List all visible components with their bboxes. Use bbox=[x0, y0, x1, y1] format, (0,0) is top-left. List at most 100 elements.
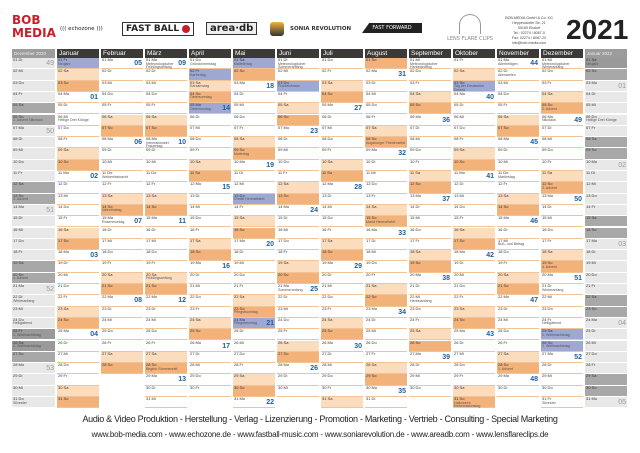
day-cell[interactable]: 05 Mi bbox=[233, 103, 275, 115]
day-cell[interactable]: 13 Mo 37 bbox=[409, 193, 451, 205]
day-cell[interactable]: 03 Sa Karsamstag bbox=[189, 80, 231, 92]
day-cell[interactable]: 23 Do bbox=[541, 306, 583, 318]
day-cell[interactable]: 22 Mo 12 bbox=[145, 295, 187, 307]
day-cell[interactable]: 05 So 2. Advent bbox=[541, 103, 583, 115]
day-cell[interactable]: 20 Sa Frühlingsanfang bbox=[145, 272, 187, 284]
day-cell[interactable]: 28 So bbox=[101, 363, 143, 375]
day-cell[interactable]: 06 Mi Heilige Drei Könige bbox=[57, 114, 99, 126]
day-cell[interactable]: 19 So bbox=[409, 261, 451, 273]
day-cell[interactable]: 29 Mo 13 bbox=[145, 374, 187, 386]
day-cell[interactable]: 20 Di bbox=[321, 272, 363, 284]
day-cell[interactable]: 04 Di bbox=[585, 91, 627, 104]
day-cell[interactable]: 26 Mi bbox=[585, 340, 627, 352]
day-cell[interactable]: 22 Mo 47 bbox=[497, 295, 539, 307]
day-cell[interactable]: 02 Mi bbox=[12, 69, 55, 81]
day-cell[interactable]: 16 Di bbox=[497, 227, 539, 239]
day-cell[interactable]: 11 So bbox=[321, 170, 363, 183]
day-cell[interactable]: 01 Mo Allerheiligen 44 bbox=[497, 57, 539, 70]
day-cell[interactable]: 27 So bbox=[12, 351, 55, 364]
day-cell[interactable]: 10 So bbox=[57, 159, 99, 171]
day-cell[interactable]: 09 Di bbox=[101, 148, 143, 160]
day-cell[interactable]: 19 Fr bbox=[101, 261, 143, 273]
day-cell[interactable]: 08 Mi bbox=[541, 137, 583, 149]
day-cell[interactable]: 13 Sa bbox=[145, 193, 187, 205]
day-cell[interactable]: 08 Do bbox=[189, 137, 231, 149]
day-cell[interactable]: 08 Mo 06 bbox=[101, 137, 143, 149]
day-cell[interactable]: 16 Do bbox=[541, 227, 583, 239]
day-cell[interactable]: 16 Di bbox=[145, 227, 187, 239]
day-cell[interactable]: 19 So 4. Advent bbox=[541, 261, 583, 273]
day-cell[interactable]: 28 Di bbox=[409, 363, 451, 375]
day-cell[interactable]: 27 Do bbox=[233, 351, 275, 364]
day-cell[interactable]: 26 Fr bbox=[497, 340, 539, 352]
day-cell[interactable]: 15 Mo Rosenmontag 07 bbox=[101, 216, 143, 228]
day-cell[interactable]: 27 Sa bbox=[145, 351, 187, 364]
day-cell[interactable]: 10 Mi bbox=[145, 159, 187, 171]
day-cell[interactable]: 09 Do bbox=[541, 148, 583, 160]
day-cell[interactable]: 07 Do bbox=[453, 125, 495, 138]
day-cell[interactable]: 22 Fr bbox=[453, 295, 495, 307]
day-cell[interactable]: 19 Fr bbox=[145, 261, 187, 273]
day-cell[interactable]: 27 Mo 39 bbox=[409, 351, 451, 364]
day-cell[interactable]: 02 Fr bbox=[321, 69, 363, 81]
day-cell[interactable]: 28 Do bbox=[453, 363, 495, 375]
day-cell[interactable]: 06 Di bbox=[321, 114, 363, 126]
day-cell[interactable]: 09 Mi bbox=[277, 148, 319, 160]
day-cell[interactable]: 29 Fr bbox=[453, 374, 495, 386]
day-cell[interactable]: 15 Fr bbox=[57, 216, 99, 228]
day-cell[interactable]: 27 So bbox=[277, 351, 319, 364]
day-cell[interactable]: 27 Sa bbox=[101, 351, 143, 364]
day-cell[interactable]: 02 Sa bbox=[57, 69, 99, 81]
day-cell[interactable]: 10 Fr bbox=[541, 159, 583, 171]
day-cell[interactable]: 14 So bbox=[497, 204, 539, 217]
day-cell[interactable]: 16 Mo 33 bbox=[365, 227, 407, 239]
day-cell[interactable]: 09 Fr bbox=[189, 148, 231, 160]
day-cell[interactable]: 17 Di bbox=[365, 238, 407, 251]
day-cell[interactable]: 11 Fr bbox=[277, 170, 319, 183]
day-cell[interactable]: 08 Mi bbox=[409, 137, 451, 149]
day-cell[interactable]: 04 So bbox=[321, 91, 363, 104]
day-cell[interactable]: 18 Sa bbox=[541, 250, 583, 262]
day-cell[interactable]: 01 Mi Meteorologischer Winteranfang bbox=[541, 57, 583, 70]
day-cell[interactable]: 25 Do bbox=[101, 329, 143, 341]
day-cell[interactable]: 16 Fr bbox=[189, 227, 231, 239]
day-cell[interactable]: 10 Sa bbox=[321, 159, 363, 171]
day-cell[interactable]: 19 Mi bbox=[585, 261, 627, 273]
day-cell[interactable]: 05 Mo Ostermontag 14 bbox=[189, 103, 231, 115]
day-cell[interactable]: 29 Sa bbox=[585, 374, 627, 386]
day-cell[interactable]: 06 Mo Nikolaus 49 bbox=[541, 114, 583, 126]
day-cell[interactable]: 17 Mi Buß- und Bettag bbox=[497, 238, 539, 251]
day-cell[interactable]: 24 Do Heiligabend bbox=[12, 317, 55, 330]
day-cell[interactable]: 19 Mi bbox=[233, 261, 275, 273]
day-cell[interactable]: 12 Mi bbox=[585, 182, 627, 194]
day-cell[interactable]: 18 Do bbox=[497, 250, 539, 262]
day-cell[interactable]: 18 Di bbox=[585, 250, 627, 262]
day-cell[interactable]: 16 Mi bbox=[12, 227, 55, 239]
day-cell[interactable]: 13 Sa bbox=[497, 193, 539, 205]
day-cell[interactable]: 05 Fr bbox=[145, 103, 187, 115]
day-cell[interactable]: 12 Fr bbox=[145, 182, 187, 194]
day-cell[interactable]: 09 So Muttertag bbox=[233, 148, 275, 160]
day-cell[interactable]: 10 Do bbox=[277, 159, 319, 171]
day-cell[interactable]: 16 So bbox=[585, 227, 627, 239]
day-cell[interactable]: 30 Mi bbox=[277, 385, 319, 397]
day-cell[interactable]: 12 Do bbox=[365, 182, 407, 194]
day-cell[interactable]: 06 Mo 36 bbox=[409, 114, 451, 126]
day-cell[interactable]: 27 Fr bbox=[365, 351, 407, 364]
day-cell[interactable]: 20 Fr bbox=[365, 272, 407, 284]
day-cell[interactable]: 31 Di bbox=[365, 396, 407, 409]
day-cell[interactable]: 29 Mo 48 bbox=[497, 374, 539, 386]
day-cell[interactable]: 29 Di bbox=[12, 374, 55, 386]
day-cell[interactable]: 19 Do bbox=[365, 261, 407, 273]
day-cell[interactable]: 17 Do bbox=[277, 238, 319, 251]
day-cell[interactable]: 09 Di bbox=[145, 148, 187, 160]
day-cell[interactable]: 25 Do bbox=[497, 329, 539, 341]
day-cell[interactable]: 18 Fr bbox=[12, 250, 55, 262]
day-cell[interactable]: 21 Fr bbox=[585, 283, 627, 296]
day-cell[interactable]: 04 Mo 01 bbox=[57, 91, 99, 104]
day-cell[interactable]: 29 So bbox=[365, 374, 407, 386]
day-cell[interactable]: 04 Do bbox=[497, 91, 539, 104]
day-cell[interactable]: 28 Di bbox=[541, 363, 583, 375]
day-cell[interactable]: 17 Do bbox=[12, 238, 55, 251]
day-cell[interactable]: 14 So Valentinstag bbox=[101, 204, 143, 217]
